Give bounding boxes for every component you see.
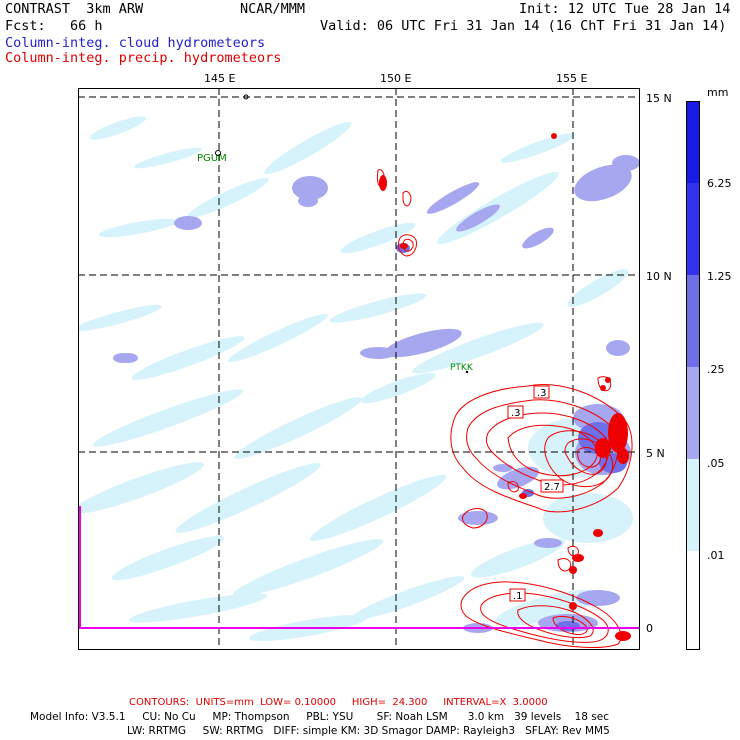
model-info-line1: Model Info: V3.5.1 CU: No Cu MP: Thompso…	[30, 711, 609, 723]
contour-label-2: .3	[511, 408, 521, 419]
lat-label-15n: 15 N	[646, 92, 672, 105]
contour-info: CONTOURS: UNITS=mm LOW= 0.10000 HIGH= 24…	[129, 697, 548, 708]
colorbar-label-1.25: 1.25	[707, 270, 732, 283]
station-ptkk: PTKK	[450, 363, 474, 373]
colorbar	[686, 101, 700, 650]
contour-label-3: 2.7	[544, 482, 560, 493]
map-panel: .3 .3 2.7 .1 PGUM PTKK	[78, 88, 640, 650]
lon-label-150: 150 E	[380, 72, 412, 85]
colorbar-label-6.25: 6.25	[707, 177, 732, 190]
colorbar-bin-2	[686, 183, 700, 275]
cloud-field-title: Column-integ. cloud hydrometeors	[5, 35, 266, 51]
domain-boundary	[79, 506, 640, 629]
model-info-line2: LW: RRTMG SW: RRTMG DIFF: simple KM: 3D …	[127, 725, 610, 737]
colorbar-bin-1	[686, 101, 700, 183]
lon-label-145: 145 E	[204, 72, 236, 85]
colorbar-label-.01: .01	[707, 549, 725, 562]
valid-time: Valid: 06 UTC Fri 31 Jan 14 (16 ChT Fri …	[320, 18, 727, 34]
init-time: Init: 12 UTC Tue 28 Jan 14	[519, 1, 731, 17]
colorbar-bin-4	[686, 367, 700, 459]
colorbar-bin-3	[686, 275, 700, 367]
lon-label-155: 155 E	[556, 72, 588, 85]
station-pgum: PGUM	[197, 153, 227, 164]
forecast-hour: Fcst: 66 h	[5, 18, 103, 34]
precip-field-title: Column-integ. precip. hydrometeors	[5, 50, 282, 66]
contour-label-1: .3	[537, 388, 547, 399]
precip-maxima	[379, 133, 631, 641]
lat-label-5n: 5 N	[646, 447, 665, 460]
colorbar-label-.05: .05	[707, 457, 725, 470]
colorbar-bin-5	[686, 459, 700, 551]
precip-contours	[377, 169, 633, 648]
lat-label-10n: 10 N	[646, 270, 672, 283]
model-title: CONTRAST 3km ARW	[5, 1, 144, 17]
colorbar-label-.25: .25	[707, 363, 725, 376]
cloud-field	[78, 116, 640, 642]
colorbar-unit: mm	[707, 86, 729, 99]
contour-labels: .3 .3 2.7 .1	[507, 385, 564, 602]
lat-lon-grid	[78, 88, 640, 650]
colorbar-bin-6	[686, 551, 700, 650]
center-label: NCAR/MMM	[240, 1, 306, 17]
station-markers: PGUM PTKK	[197, 94, 474, 374]
contour-label-4: .1	[513, 591, 523, 602]
map-frame	[78, 88, 640, 650]
lat-label-0: 0	[646, 622, 653, 635]
